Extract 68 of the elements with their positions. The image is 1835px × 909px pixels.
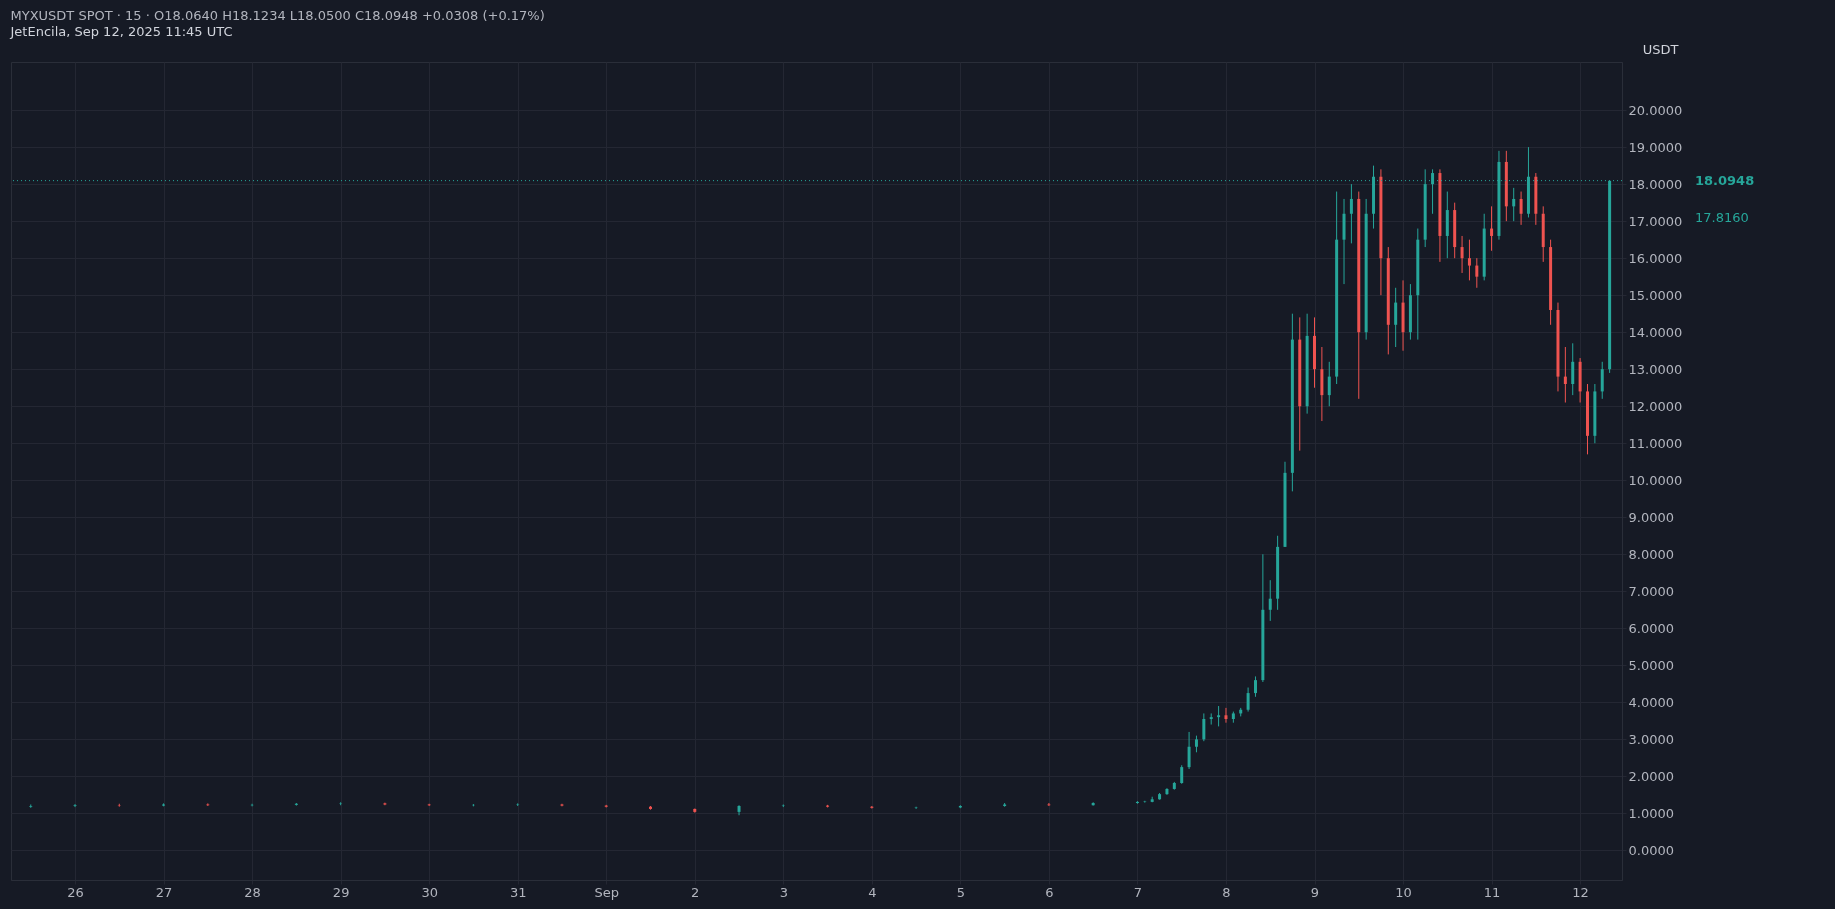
y-tick-label: 3.0000: [1628, 731, 1674, 747]
candlestick: [1394, 287, 1398, 348]
x-tick-label: 7: [1133, 884, 1143, 900]
candlestick: [1490, 205, 1494, 252]
text: 17.8160: [1695, 210, 1749, 225]
candlestick: [1180, 764, 1184, 785]
x-tick-label: 10: [1395, 884, 1412, 900]
x-tick-label: 29: [332, 884, 350, 900]
y-axis-title: USDT: [1642, 41, 1679, 57]
candlestick: [914, 806, 918, 810]
y-tick-label: 20.0000: [1628, 102, 1683, 118]
candlestick: [1467, 239, 1471, 281]
ref-line-label: 18.0948: [1695, 172, 1755, 188]
y-tick-label: 11.0000: [1628, 435, 1683, 451]
y-tick-label: 13.0000: [1628, 361, 1683, 377]
x-tick-label: 26: [67, 884, 84, 900]
candlestick: [29, 803, 33, 809]
x-tick-label: 31: [509, 884, 527, 900]
candlestick: [1187, 731, 1191, 770]
candlestick: [1246, 687, 1250, 713]
chart-subtitle: JetEncila, Sep 12, 2025 11:45 UTC: [9, 24, 233, 39]
y-tick-label: 19.0000: [1628, 139, 1683, 155]
candlestick: [1600, 361, 1604, 400]
x-tick-label: 28: [244, 884, 261, 900]
x-tick-label: 5: [956, 884, 966, 900]
y-tick-label: 7.0000: [1628, 583, 1674, 599]
x-tick-label: Sep: [594, 884, 619, 900]
candlestick: [1209, 712, 1213, 726]
candlestick: [1253, 675, 1257, 698]
y-tick-label: 18.0000: [1628, 176, 1683, 192]
x-tick-label: 12: [1572, 884, 1589, 900]
y-tick-label: 4.0000: [1628, 694, 1674, 710]
candlestick: [1224, 707, 1228, 724]
candlestick: [1512, 187, 1516, 222]
x-tick-label: 9: [1310, 884, 1320, 900]
candlestick: [1202, 712, 1206, 742]
y-tick-label: 15.0000: [1628, 287, 1683, 303]
y-tick-label: 14.0000: [1628, 324, 1683, 340]
y-tick-label: 1.0000: [1628, 805, 1674, 821]
x-tick-label: 27: [155, 884, 173, 900]
y-tick-label: 10.0000: [1628, 472, 1683, 488]
x-tick-label: 6: [1045, 884, 1054, 900]
x-tick-label: 11: [1483, 884, 1501, 900]
x-tick-label: 8: [1222, 884, 1231, 900]
candlestick: [1327, 361, 1331, 407]
y-tick-label: 2.0000: [1628, 768, 1674, 784]
y-tick-label: 17.0000: [1628, 213, 1683, 229]
y-tick-label: 9.0000: [1628, 509, 1674, 525]
candlestick: [1460, 235, 1464, 274]
candlestick: [1475, 257, 1479, 289]
y-tick-label: 12.0000: [1628, 398, 1683, 414]
candlestick: [1519, 191, 1523, 226]
candlestick: [73, 803, 77, 808]
candlestick: [1349, 183, 1353, 244]
x-tick-label: 2: [691, 884, 700, 900]
candlestick: [1268, 579, 1272, 622]
y-tick-label: 5.0000: [1628, 657, 1674, 673]
candlestick: [1571, 342, 1575, 396]
x-tick-label: 3: [779, 884, 788, 900]
y-tick-label: 16.0000: [1628, 250, 1683, 266]
x-tick-label: 30: [421, 884, 438, 900]
y-tick-label: 0.0000: [1628, 842, 1674, 858]
candlestick: [1563, 346, 1567, 404]
y-tick-label: 6.0000: [1628, 620, 1674, 636]
y-tick-label: 8.0000: [1628, 546, 1674, 562]
chart-title: MYXUSDT SPOT · 15 · O18.0640 H18.1234 L18.0500 C18.0948 +0.0308 (+0.17%): [10, 8, 545, 23]
candlestick: [1217, 705, 1221, 727]
x-tick-label: 4: [868, 884, 877, 900]
